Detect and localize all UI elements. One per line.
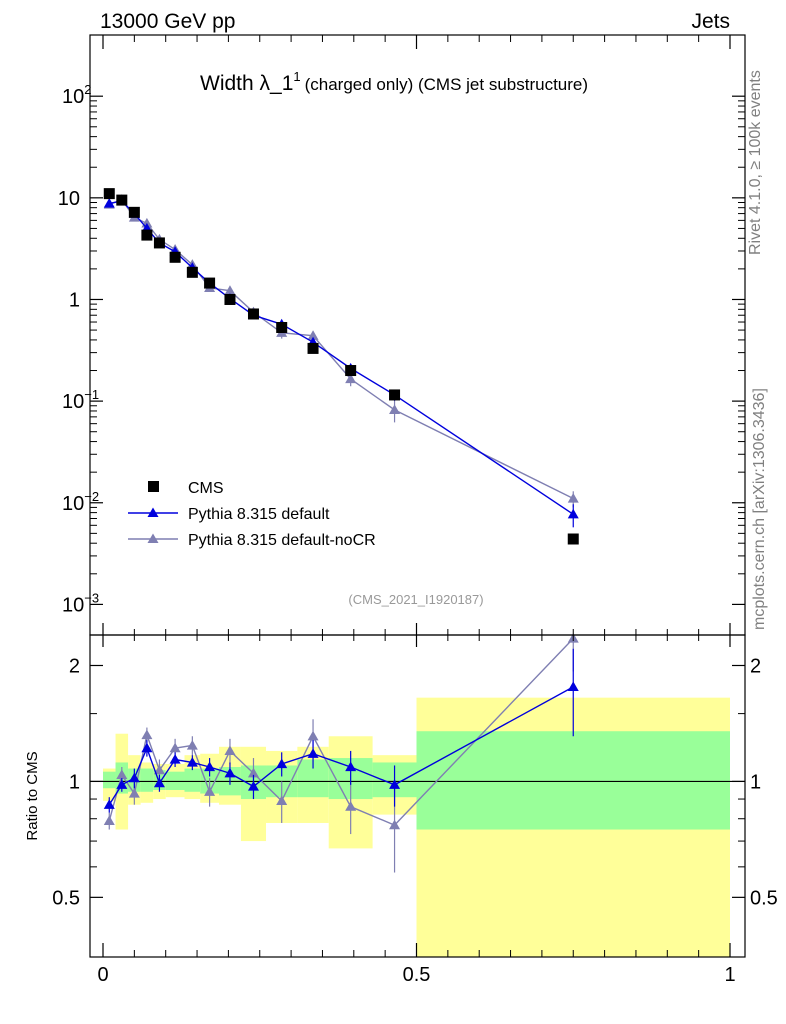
ratio-plot [103,633,579,873]
main-line-mc2 [109,198,574,500]
ratio-ytick-label: 0.5 [52,887,80,909]
main-point-data [307,342,319,354]
ratio-ytick-label: 2 [69,655,80,677]
main-ytick-label: 102 [62,82,91,108]
legend-mc2-marker [147,533,159,543]
xtick-label: 0 [97,964,108,986]
ratio-point-mc1 [141,742,153,753]
ratio-point-mc2 [128,788,140,798]
main-plot [103,188,579,545]
ratio-point-mc2 [247,767,259,778]
main-point-data [186,266,198,278]
ratio-point-mc2 [307,730,319,741]
band-inner-3 [140,768,154,792]
rivet-label: Rivet 4.1.0, ≥ 100k events [747,70,764,255]
plot-title: Width λ_11 (charged only) (CMS jet substr… [200,69,588,95]
ratio-ytick-label: 1 [69,771,80,793]
ratio-point-mc1 [345,761,357,772]
title-main: Width λ_1 [200,72,293,95]
ratio-point-mc1 [186,756,198,767]
mcplots-label: mcplots.cern.ch [arXiv:1306.3436] [751,388,768,630]
ratio-point-mc1 [247,781,259,791]
ratio-point-mc2 [141,729,153,740]
ratio-point-mc2 [169,742,181,753]
main-point-mc2 [389,404,401,415]
ratio-ytick-label-right: 1 [750,771,761,793]
ratio-ytick-label-right: 2 [750,655,761,677]
main-ytick-label: 1 [69,289,80,311]
ratio-point-mc2 [276,795,288,806]
ratio-axis-label: Ratio to CMS [24,751,41,840]
band-inner-0 [103,771,116,789]
header-left: 13000 GeV pp [100,10,235,33]
ratio-point-mc2 [116,769,128,779]
main-point-data [345,365,357,377]
title-sub: (charged only) (CMS jet substructure) [305,75,588,94]
ratio-point-mc1 [567,681,579,691]
ratio-point-mc1 [128,772,140,783]
ratio-point-mc2 [345,801,357,811]
legend: CMS Pythia 8.315 default Pythia 8.315 de… [128,480,376,549]
main-point-data [389,389,401,401]
legend-mc2-label: Pythia 8.315 default-noCR [188,532,376,549]
legend-data-label: CMS [188,480,224,497]
ratio-point-mc2 [204,786,216,796]
xtick-label: 1 [724,964,735,986]
xtick-label: 0.5 [403,964,431,986]
main-ytick-label: 10−1 [62,387,99,413]
ratio-point-mc2 [389,819,401,830]
ratio-point-mc1 [169,754,181,764]
ratio-point-mc2 [224,745,236,756]
ratio-point-mc1 [204,761,216,772]
main-point-mc2 [567,493,579,503]
main-point-data [116,194,128,206]
main-point-data [103,188,115,200]
band-inner-14 [416,731,730,830]
ratio-point-mc2 [103,815,115,825]
main-point-mc2 [307,330,319,340]
main-point-data [204,277,216,289]
legend-mc1-label: Pythia 8.315 default [188,506,330,523]
main-point-mc2 [345,373,357,384]
ratio-point-mc2 [153,764,165,775]
main-ytick-label: 10 [58,188,80,210]
legend-data-marker [148,481,159,492]
ratio-bands [90,697,745,957]
legend-mc1-marker [147,507,159,517]
main-point-data [567,533,579,545]
ratio-point-mc1 [153,777,165,788]
band-inner-6 [184,768,201,792]
ratio-frame [89,634,746,958]
main-point-mc1 [103,197,115,208]
header-right: Jets [691,10,730,33]
main-point-data [128,206,140,218]
axes: 102 10 1 10−1 10−2 10−3 2 2 1 1 0.5 0.5 0 0.5 1 [52,35,778,986]
ratio-point-mc1 [116,779,128,789]
main-point-data [247,308,259,320]
ratio-ytick-label-right: 0.5 [750,887,778,909]
ratio-point-mc1 [389,779,401,789]
ratio-point-mc1 [307,748,319,758]
main-point-data [224,293,236,305]
main-point-data [276,322,288,334]
main-point-data [141,229,153,241]
ratio-point-mc1 [276,758,288,769]
ratio-point-mc1 [103,799,115,809]
main-point-mc1 [567,508,579,519]
main-point-data [169,251,181,263]
main-ytick-label: 10−3 [62,590,99,616]
main-point-data [153,237,165,249]
main-ytick-label: 10−2 [62,489,99,515]
main-line-mc1 [109,200,574,515]
main-point-mc2 [224,285,236,295]
analysis-id: (CMS_2021_I1920187) [348,592,483,607]
title-sup: 1 [293,69,300,84]
ratio-point-mc2 [186,739,198,750]
ratio-point-mc1 [224,767,236,778]
